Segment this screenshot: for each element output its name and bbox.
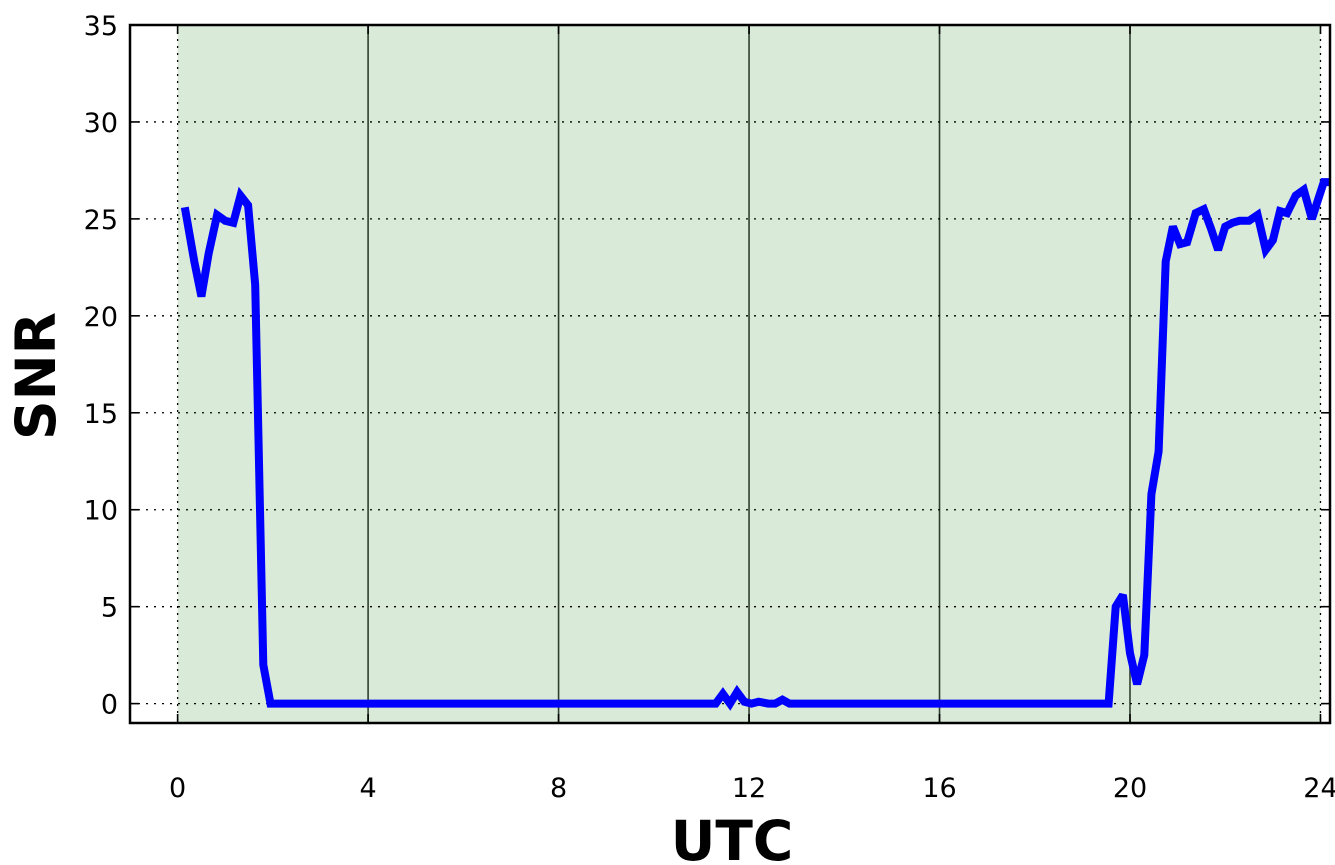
series-layer	[180, 178, 1330, 711]
y-tick-label: 20	[84, 302, 118, 333]
x-tick-label: 12	[732, 773, 766, 804]
plot-frame	[128, 23, 1332, 725]
x-axis-title: UTC	[671, 809, 794, 865]
x-tick-label: 8	[550, 773, 567, 804]
x-tick-label: 4	[360, 773, 377, 804]
grid-lines	[130, 25, 1330, 723]
plot-border	[128, 23, 1332, 725]
y-tick-label: 5	[101, 593, 118, 624]
y-tick-label: 15	[84, 399, 118, 430]
y-tick-label: 0	[101, 690, 118, 721]
y-tick-label: 30	[84, 108, 118, 139]
snr-series-line	[180, 178, 1330, 711]
y-tick-label: 10	[84, 496, 118, 527]
x-tick-label: 0	[169, 773, 186, 804]
y-tick-label: 35	[84, 11, 118, 42]
x-tick-label: 20	[1113, 773, 1147, 804]
y-tick-label: 25	[84, 205, 118, 236]
y-axis-title: SNR	[4, 312, 68, 440]
x-tick-label: 24	[1303, 773, 1335, 804]
x-tick-label: 16	[922, 773, 956, 804]
tick-labels: 0 5 10 15 20 25 30 35 0 4 8 12 16 20 24	[84, 11, 1335, 804]
